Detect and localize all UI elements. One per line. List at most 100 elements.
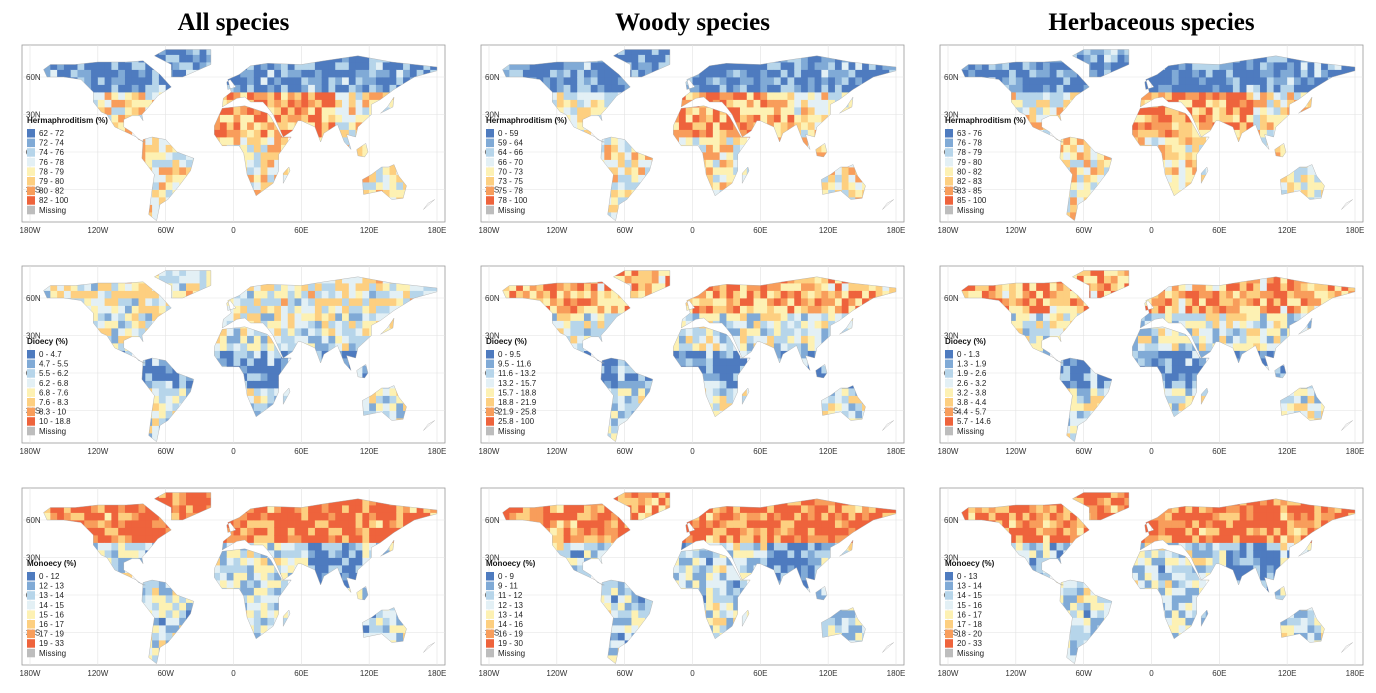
region <box>597 505 605 513</box>
region <box>138 520 146 528</box>
region <box>1083 54 1091 63</box>
region <box>301 84 309 93</box>
region <box>111 84 119 93</box>
region <box>118 69 126 78</box>
region <box>199 505 207 513</box>
region <box>267 137 275 145</box>
region <box>362 84 370 93</box>
region <box>1314 69 1322 78</box>
region <box>685 572 693 581</box>
region <box>746 99 754 108</box>
region <box>739 520 748 528</box>
region <box>577 328 585 336</box>
region <box>604 144 612 153</box>
region <box>604 512 612 521</box>
region <box>1049 107 1057 115</box>
region <box>314 122 323 130</box>
region <box>760 542 768 551</box>
region <box>706 512 714 521</box>
region <box>267 122 275 130</box>
region <box>158 418 167 426</box>
region <box>1239 114 1247 123</box>
region <box>1192 114 1200 123</box>
region <box>389 298 397 306</box>
x-tick-label: 180W <box>479 669 500 678</box>
region <box>158 492 167 498</box>
region <box>267 572 275 581</box>
region <box>186 497 194 506</box>
region <box>145 535 153 543</box>
region <box>145 505 153 513</box>
region <box>631 49 639 55</box>
region <box>267 535 275 543</box>
region <box>746 343 754 351</box>
region <box>294 62 302 70</box>
region <box>172 182 180 190</box>
region <box>389 189 397 198</box>
region <box>712 395 721 404</box>
region <box>355 512 363 521</box>
region <box>665 54 673 63</box>
region <box>1137 122 1146 130</box>
region <box>118 77 126 85</box>
region <box>617 305 626 314</box>
region <box>138 527 146 536</box>
region <box>1293 283 1302 291</box>
region <box>1293 174 1302 183</box>
region <box>131 283 139 291</box>
legend-label: 3.2 - 3.8 <box>957 388 987 397</box>
coastline <box>43 270 438 443</box>
region <box>590 99 598 108</box>
region <box>706 395 714 404</box>
region <box>1049 328 1057 336</box>
region <box>577 62 585 70</box>
region <box>1076 275 1085 284</box>
region <box>814 283 822 291</box>
region <box>403 505 411 513</box>
region <box>1097 275 1105 284</box>
region <box>267 144 275 153</box>
region <box>186 62 194 70</box>
x-tick-label: 60E <box>753 226 767 235</box>
region <box>274 137 282 145</box>
region <box>699 335 707 344</box>
region <box>84 505 92 513</box>
region <box>590 542 598 551</box>
region <box>739 62 748 70</box>
region <box>787 283 795 291</box>
region <box>855 403 863 411</box>
region <box>529 290 537 299</box>
region <box>597 62 605 70</box>
region <box>1260 54 1268 63</box>
region <box>1300 403 1308 411</box>
region <box>1144 114 1152 123</box>
region <box>1070 425 1078 434</box>
region <box>179 54 187 63</box>
region <box>362 305 370 314</box>
region <box>280 350 289 359</box>
region <box>961 69 969 78</box>
region <box>604 587 612 596</box>
region <box>631 610 639 618</box>
region <box>1056 335 1064 344</box>
region <box>706 595 714 603</box>
region <box>152 167 160 175</box>
region <box>294 542 302 551</box>
region <box>77 283 85 291</box>
region <box>807 54 815 63</box>
region <box>570 305 578 314</box>
region <box>807 62 815 70</box>
region <box>328 550 336 558</box>
region <box>577 527 585 536</box>
region <box>848 77 856 85</box>
region <box>550 305 558 314</box>
region <box>617 395 626 404</box>
region <box>1165 313 1173 321</box>
region <box>590 550 598 558</box>
region <box>848 395 856 404</box>
region <box>1198 343 1207 351</box>
region <box>165 152 173 160</box>
region <box>807 122 815 130</box>
region <box>1151 350 1159 359</box>
region <box>219 550 228 558</box>
